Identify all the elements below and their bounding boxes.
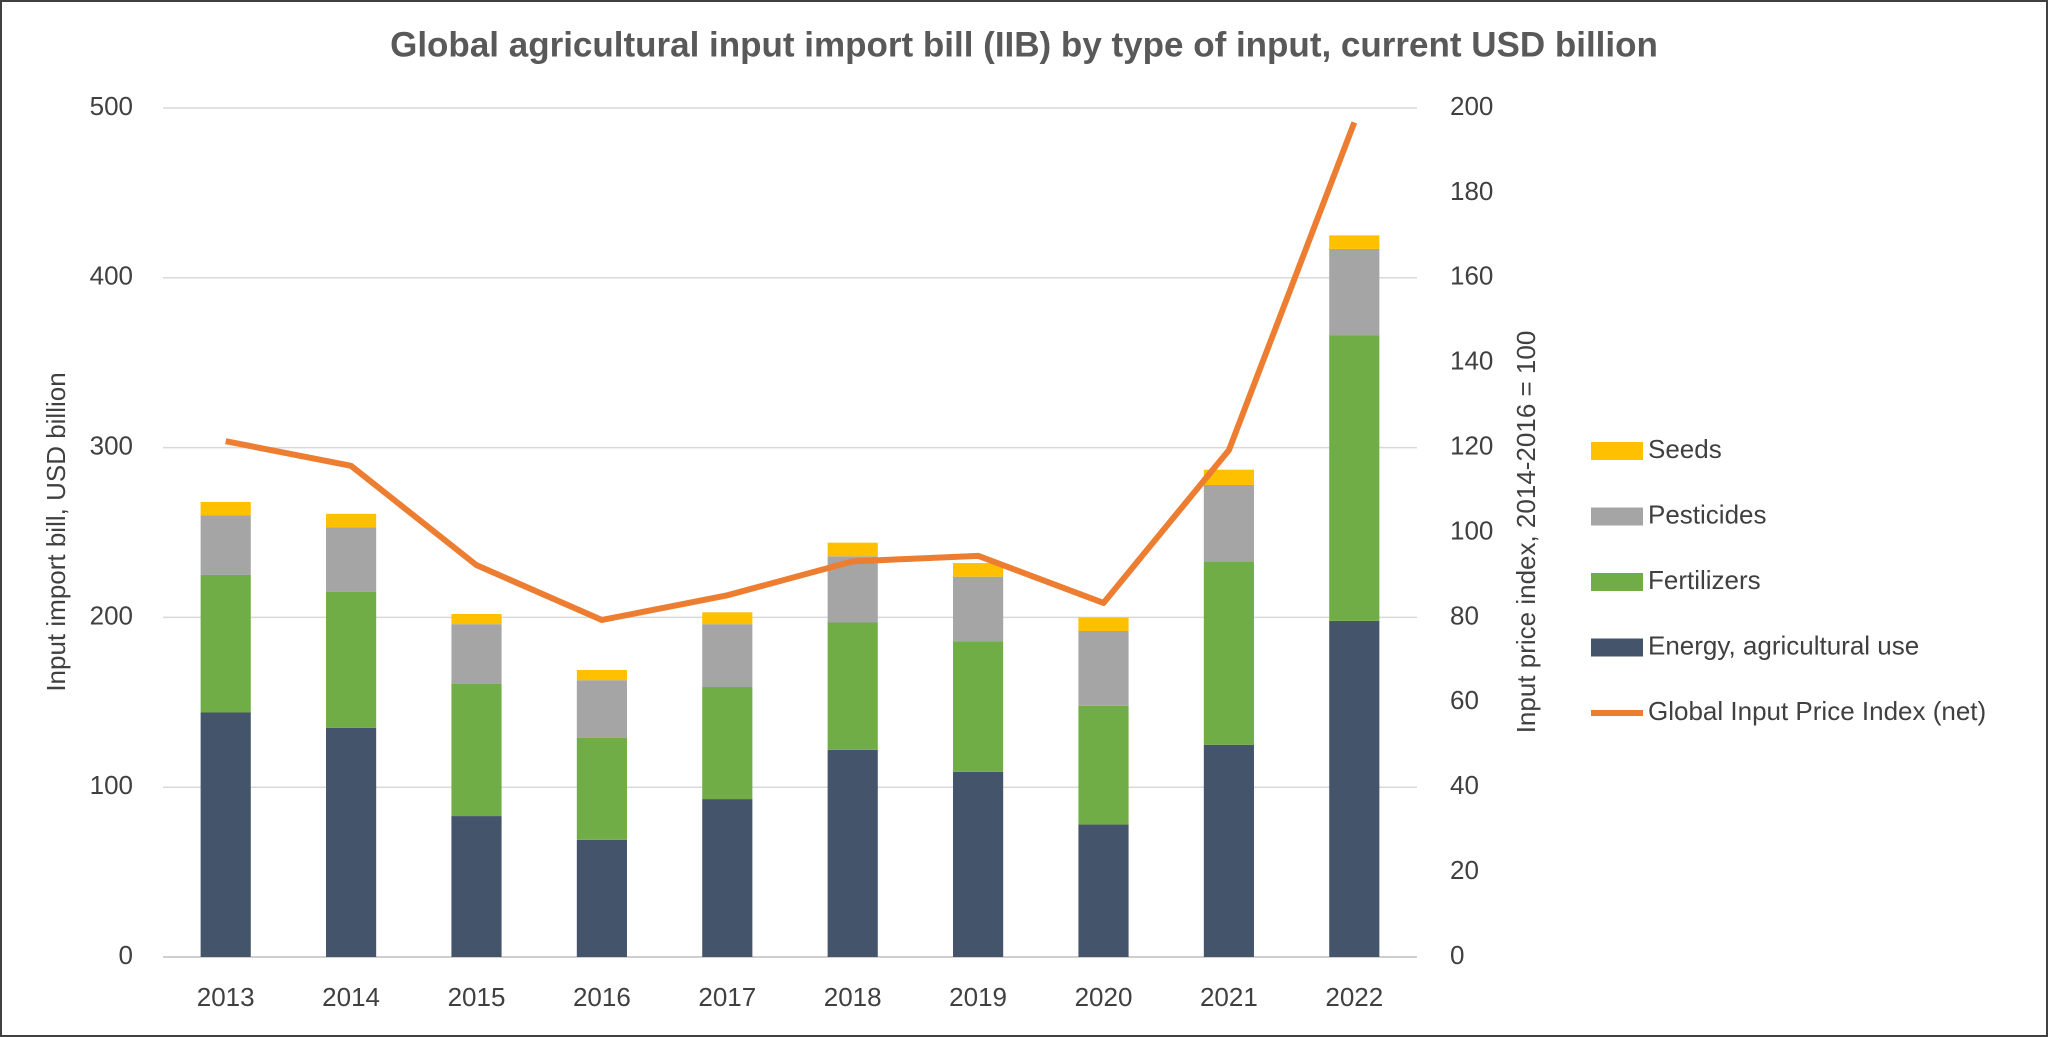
bar-segment [1203, 561, 1254, 745]
bar-segment [702, 687, 753, 800]
legend-label: Global Input Price Index (net) [1648, 696, 1986, 726]
bar-segment [702, 799, 753, 957]
price-index-line [225, 121, 1358, 623]
bar-segment [451, 816, 502, 957]
bar-segment [1078, 824, 1129, 957]
y2-axis-label: Input price index, 2014-2016 = 100 [1511, 331, 1541, 734]
bar-segment [576, 839, 627, 957]
x-tick-label: 2014 [322, 982, 380, 1012]
y2-tick-label: 0 [1450, 940, 1464, 970]
bar-segment [576, 737, 627, 840]
bar-segment [827, 749, 878, 957]
bar-segment [576, 680, 627, 738]
bar-segment [326, 727, 377, 957]
y-tick-label: 200 [90, 600, 133, 630]
bar-segment [827, 622, 878, 750]
x-tick-label: 2015 [448, 982, 506, 1012]
bar-segment [1329, 235, 1380, 249]
y2-tick-label: 120 [1450, 430, 1493, 460]
x-tick-label: 2018 [824, 982, 882, 1012]
legend-swatch [1591, 507, 1643, 526]
bar-segment [1078, 630, 1129, 706]
y-tick-label: 0 [119, 940, 133, 970]
bar-segment [326, 513, 377, 528]
y2-tick-label: 60 [1450, 685, 1479, 715]
bar-segment [953, 771, 1004, 957]
x-tick-label: 2020 [1075, 982, 1133, 1012]
x-tick-label: 2013 [197, 982, 255, 1012]
legend-label: Energy, agricultural use [1648, 630, 1919, 660]
y-axis-label: Input import bill, USD billion [41, 372, 71, 691]
bar-segment [1078, 617, 1129, 631]
legend-swatch [1591, 638, 1643, 657]
bar-segment [953, 576, 1004, 642]
bar-segment [576, 670, 627, 681]
y-tick-label: 100 [90, 770, 133, 800]
bar-segment [827, 542, 878, 557]
y2-tick-label: 40 [1450, 770, 1479, 800]
bar-segment [1078, 705, 1129, 825]
bar-segment [1329, 620, 1380, 957]
legend-label: Fertilizers [1648, 565, 1761, 595]
bar-segment [200, 515, 251, 575]
bar-segment [451, 624, 502, 684]
bar-segment [702, 624, 753, 688]
x-tick-label: 2019 [949, 982, 1007, 1012]
y2-tick-label: 180 [1450, 176, 1493, 206]
legend-swatch [1591, 442, 1643, 460]
y-tick-label: 400 [90, 261, 133, 291]
x-tick-label: 2021 [1200, 982, 1258, 1012]
bar-segment [1203, 484, 1254, 562]
bar-segment [1329, 335, 1380, 621]
bar-segment [953, 563, 1004, 577]
y2-tick-label: 140 [1450, 346, 1493, 376]
bar-segment [326, 591, 377, 728]
bar-segment [953, 641, 1004, 772]
y2-tick-label: 200 [1450, 91, 1493, 121]
bar-segment [702, 612, 753, 625]
legend-label: Pesticides [1648, 499, 1767, 529]
y-tick-label: 500 [90, 91, 133, 121]
bar-segment [1203, 469, 1254, 485]
bar-segment [200, 501, 251, 516]
bar-segment [451, 683, 502, 817]
bar-segment [200, 712, 251, 957]
x-tick-label: 2017 [698, 982, 756, 1012]
y2-tick-label: 20 [1450, 855, 1479, 885]
y2-tick-label: 160 [1450, 261, 1493, 291]
bar-segment [1203, 744, 1254, 957]
bar-segment [451, 614, 502, 625]
legend-label: Seeds [1648, 434, 1722, 464]
bar-segment [200, 574, 251, 713]
x-tick-label: 2016 [573, 982, 631, 1012]
y2-tick-label: 100 [1450, 515, 1493, 545]
x-tick-label: 2022 [1325, 982, 1383, 1012]
bar-segment [326, 527, 377, 592]
chart-title: Global agricultural input import bill (I… [390, 25, 1658, 64]
legend-swatch [1591, 573, 1643, 591]
y-tick-label: 300 [90, 430, 133, 460]
y2-tick-label: 80 [1450, 600, 1479, 630]
bar-segment [1329, 248, 1380, 336]
